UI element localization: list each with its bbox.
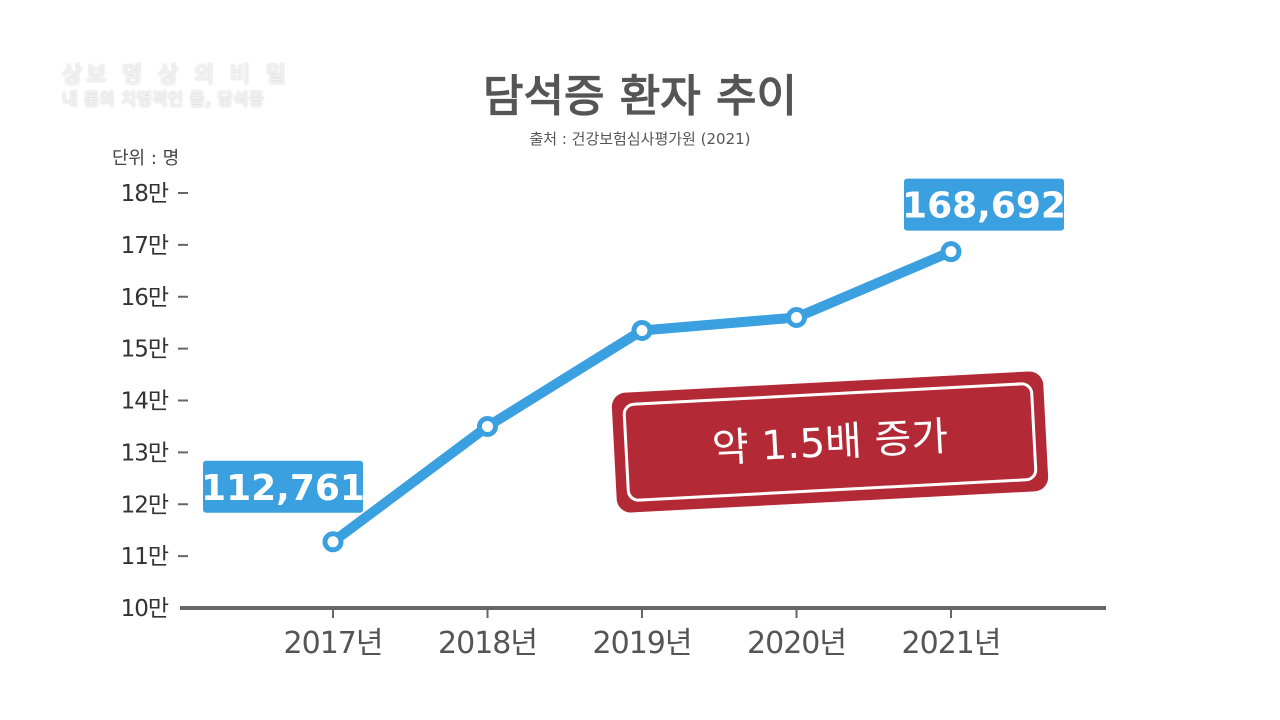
- x-tick-label: 2017년: [284, 626, 383, 661]
- data-point: [631, 319, 653, 341]
- data-point: [322, 531, 344, 553]
- data-label-box: [203, 460, 363, 513]
- unit-label: 단위 : 명: [112, 148, 180, 169]
- data-point: [477, 415, 498, 437]
- x-tick-label: 2020년: [747, 626, 846, 661]
- x-tick-label: 2018년: [438, 626, 537, 661]
- y-tick-label: 10만: [121, 596, 169, 622]
- y-tick-label: 13만: [121, 440, 169, 466]
- watermark-line2: 내 몸의 치명적인 돌, 담석증: [62, 89, 265, 110]
- data-label-text: 168,692: [902, 186, 1066, 227]
- y-tick-label: 18만: [121, 181, 169, 207]
- data-point: [940, 241, 962, 263]
- y-axis: 10만 11만 12만 13만 14만 15만 16만 17만 18만: [121, 181, 188, 622]
- y-tick-label: 12만: [121, 492, 169, 518]
- data-label-callout: 168,692: [902, 178, 1066, 231]
- source-note: 출처 : 건강보험심사평가원 (2021): [529, 130, 751, 148]
- stamp-inner: [622, 382, 1038, 502]
- stamp-outer: [611, 371, 1049, 513]
- chart-title: 담석증 환자 추이: [483, 71, 797, 122]
- data-label-text: 112,761: [201, 468, 365, 509]
- watermark-line1: 상보 명 상 의 비 밀: [62, 63, 290, 88]
- y-tick-label: 16만: [121, 285, 169, 311]
- increase-stamp: 약 1.5배 증가: [611, 371, 1049, 513]
- data-label-callout: 112,761: [201, 460, 365, 513]
- data-labels: 112,761 168,692: [201, 178, 1066, 513]
- y-tick-label: 14만: [121, 389, 169, 415]
- data-point: [786, 307, 807, 328]
- x-tick-label: 2019년: [593, 626, 692, 661]
- x-tick-label: 2021년: [902, 626, 1001, 661]
- y-tick-label: 17만: [121, 233, 169, 259]
- data-points: [322, 241, 962, 553]
- y-tick-label: 11만: [121, 544, 169, 570]
- y-tick-label: 15만: [121, 337, 169, 363]
- data-label-box: [904, 178, 1064, 231]
- x-axis: 2017년 2018년 2019년 2020년 2021년: [284, 610, 1001, 661]
- watermark: 상보 명 상 의 비 밀 내 몸의 치명적인 돌, 담석증: [62, 62, 290, 111]
